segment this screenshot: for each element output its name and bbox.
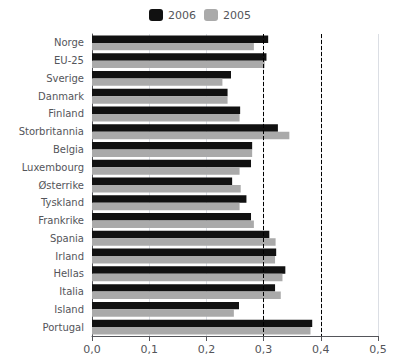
svg-text:0,1: 0,1 [140, 343, 158, 356]
svg-text:Spania: Spania [50, 233, 84, 244]
svg-text:Finland: Finland [48, 108, 84, 119]
svg-text:Storbritannia: Storbritannia [19, 126, 84, 137]
svg-text:0,4: 0,4 [312, 343, 330, 356]
svg-text:Norge: Norge [54, 37, 84, 48]
svg-text:Frankrike: Frankrike [38, 215, 84, 226]
svg-text:EU-25: EU-25 [54, 55, 84, 66]
svg-text:Luxembourg: Luxembourg [22, 162, 84, 173]
svg-text:Portugal: Portugal [43, 322, 84, 333]
svg-text:Irland: Irland [55, 251, 84, 262]
svg-text:Tyskland: Tyskland [40, 197, 84, 208]
svg-text:Østerrike: Østerrike [38, 180, 84, 191]
svg-text:2006: 2006 [168, 9, 196, 22]
svg-text:Island: Island [54, 304, 84, 315]
svg-text:Hellas: Hellas [53, 268, 84, 279]
svg-text:Danmark: Danmark [38, 91, 84, 102]
svg-text:Italia: Italia [59, 286, 84, 297]
svg-text:Sverige: Sverige [46, 73, 84, 84]
svg-text:0,5: 0,5 [369, 343, 387, 356]
svg-text:Belgia: Belgia [53, 144, 84, 155]
svg-text:0,0: 0,0 [83, 343, 101, 356]
svg-text:0,2: 0,2 [198, 343, 216, 356]
svg-text:0,3: 0,3 [255, 343, 273, 356]
svg-text:2005: 2005 [223, 9, 251, 22]
